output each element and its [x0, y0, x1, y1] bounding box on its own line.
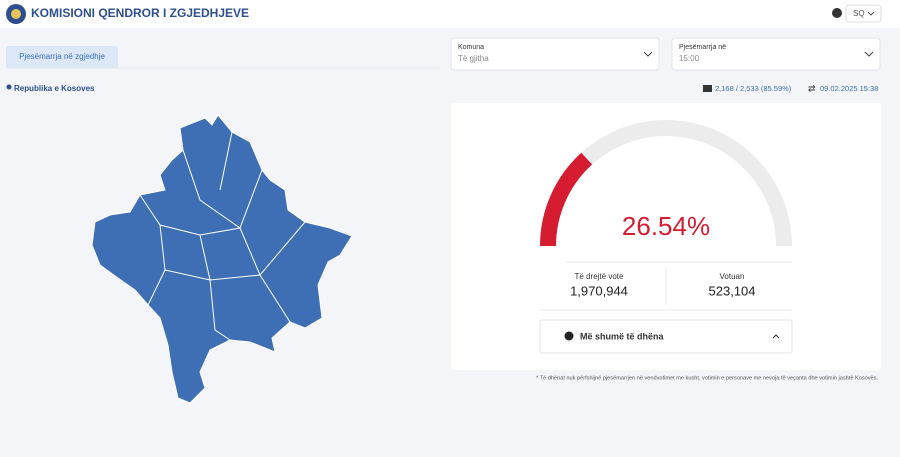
filter-value: Të gjitha: [458, 54, 489, 63]
filter-box[interactable]: [671, 37, 881, 71]
filter-label: Komuna: [458, 44, 484, 51]
info-icon: [564, 331, 574, 341]
tab-label: Pjesëmarrja në zgjedhje: [19, 52, 105, 61]
header-bar: [0, 0, 900, 28]
gauge-label: 26.54%: [622, 211, 710, 241]
caret: [864, 51, 874, 57]
caret: [643, 51, 653, 57]
ballot-icon: [703, 85, 712, 92]
pin-icon: [6, 84, 12, 90]
card: [451, 103, 881, 370]
language: SQ: [853, 9, 865, 18]
gauge-arc: [540, 152, 593, 247]
location: Republika e Kosoves: [14, 84, 95, 93]
map-kosovo[interactable]: [91, 114, 353, 404]
more-label: Më shumë të dhëna: [580, 331, 665, 341]
stat-label: Votuan: [720, 272, 745, 281]
filter-value: 15:00: [679, 54, 700, 63]
tab[interactable]: [6, 46, 118, 68]
caret: [867, 11, 875, 16]
site-title[interactable]: KOMISIONI QENDROR I ZGJEDHJEVE: [31, 6, 249, 20]
stat-value: 1,970,944: [570, 283, 628, 298]
refresh-icon: ⇄: [808, 83, 816, 93]
stations: 2,168 / 2,533 (85.59%): [715, 84, 792, 93]
stat-label: Të drejtë vote: [575, 272, 624, 281]
map-borders: [139, 131, 306, 341]
stat-value: 523,104: [709, 283, 756, 298]
more-button[interactable]: [539, 319, 793, 354]
footnote: * Të dhënat nuk përfshijnë pjesëmarrjen …: [536, 375, 878, 381]
updated: 09.02.2025 15:38: [820, 84, 878, 93]
filter-label: Pjesëmarrja në: [679, 44, 726, 51]
caret: [772, 334, 780, 339]
logo-inner: [11, 9, 21, 19]
globe-icon[interactable]: [832, 8, 842, 18]
filter-box[interactable]: [450, 37, 660, 71]
language-select[interactable]: [845, 4, 882, 23]
